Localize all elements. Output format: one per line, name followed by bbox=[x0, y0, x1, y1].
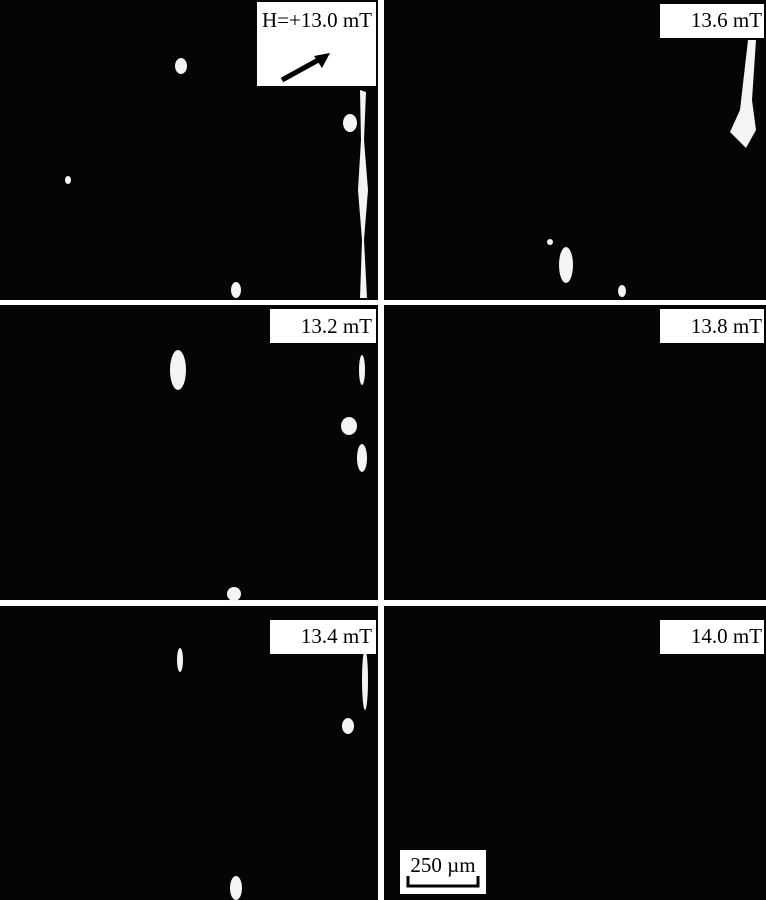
domain-spot bbox=[618, 285, 626, 297]
panel: H=+13.0 mT bbox=[0, 0, 378, 300]
panel: 14.0 mT 250 µm bbox=[384, 606, 766, 900]
domain-spot bbox=[357, 444, 367, 472]
domain-spot bbox=[227, 587, 241, 601]
panel-image bbox=[384, 305, 766, 600]
field-label: 13.4 mT bbox=[301, 624, 372, 648]
panel: 13.2 mT bbox=[0, 305, 378, 601]
domain-spot bbox=[359, 355, 365, 385]
domain-spot bbox=[230, 876, 242, 900]
domain-spot bbox=[170, 350, 186, 390]
scale-bar-label: 250 µm bbox=[410, 853, 475, 877]
domain-spot bbox=[341, 417, 357, 435]
domain-spot bbox=[559, 247, 573, 283]
panel: 13.4 mT bbox=[0, 606, 378, 900]
domain-spot bbox=[342, 718, 354, 734]
domain-spot bbox=[177, 648, 183, 672]
domain-spot bbox=[547, 239, 553, 245]
panel-image bbox=[0, 305, 378, 600]
field-label: H=+13.0 mT bbox=[262, 8, 372, 32]
field-label: 13.2 mT bbox=[301, 314, 372, 338]
domain-spot bbox=[362, 650, 368, 710]
domain-spot bbox=[175, 58, 187, 74]
field-label: 14.0 mT bbox=[691, 624, 762, 648]
figure: H=+13.0 mT 13.6 mT 13.2 mT 13.8 mT 13.4 … bbox=[0, 0, 766, 900]
panel: 13.6 mT bbox=[384, 0, 766, 300]
panel: 13.8 mT bbox=[384, 305, 766, 600]
panel-image bbox=[384, 0, 766, 300]
domain-spot bbox=[343, 114, 357, 132]
domain-spot bbox=[65, 176, 71, 184]
domain-spot bbox=[231, 282, 241, 298]
field-label: 13.6 mT bbox=[691, 8, 762, 32]
field-label: 13.8 mT bbox=[691, 314, 762, 338]
